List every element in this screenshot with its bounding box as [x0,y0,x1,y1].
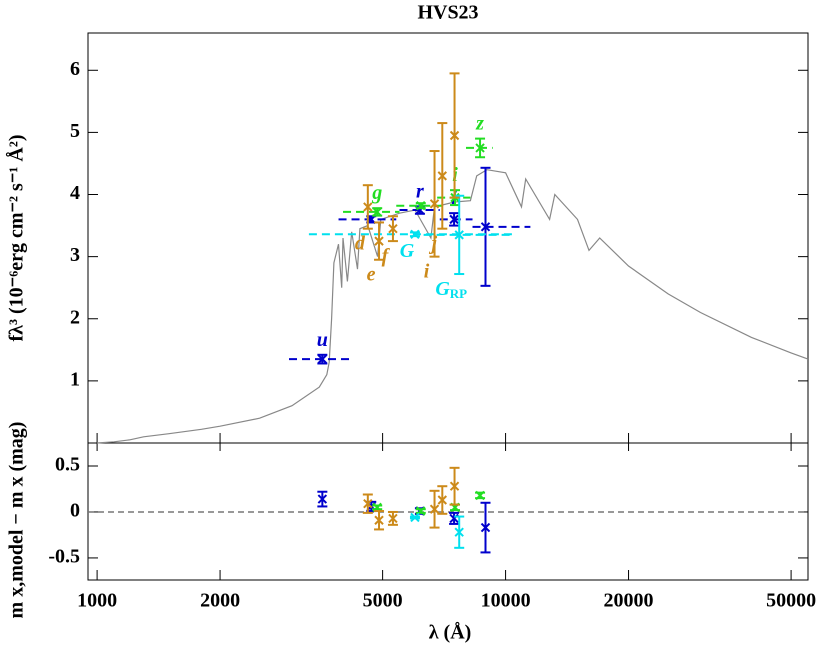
marker [388,223,398,234]
marker-stroke [437,171,448,181]
marker-stroke [454,527,464,537]
point-label: f [382,245,391,267]
marker [437,171,448,181]
marker-stroke [416,200,426,211]
marker [454,230,464,240]
marker [429,199,440,209]
marker-stroke [410,229,420,239]
model-spectrum [97,169,809,444]
marker-stroke [363,202,373,212]
marker-stroke [374,236,384,246]
point-label-text: G [435,278,450,300]
marker-stroke [317,354,328,364]
marker [374,515,384,525]
point-label: d [355,232,366,254]
marker [475,143,485,153]
marker-stroke [475,143,485,153]
point-label-text: G [400,240,415,262]
resid-tick-label: 0.5 [55,454,80,476]
marker [317,354,328,364]
point-label-text: i [424,260,430,282]
point-label: r [416,180,424,202]
resid-axis-label: m x,model − m x (mag) [6,422,28,619]
point-label-text: u [317,328,328,350]
x-tick-label: 10000 [481,590,531,612]
marker [449,214,459,225]
marker-stroke [449,214,459,225]
marker [372,502,382,513]
y-tick-label: 6 [70,58,80,80]
resid-tick-label: 0 [70,500,80,522]
marker [437,495,448,505]
marker [429,504,440,514]
marker-stroke [437,495,448,505]
marker-stroke [374,515,384,525]
marker-stroke [449,130,460,141]
marker [317,494,328,504]
marker-stroke [480,522,491,533]
marker-stroke [363,498,373,509]
y-tick-label: 1 [70,368,80,390]
y-axis-label: fλ³ (10⁻⁶erg cm⁻² s⁻¹ Å²) [5,135,28,342]
x-tick-label: 2000 [200,590,240,612]
y-tick-label: 2 [70,306,80,328]
marker [480,522,491,533]
point-label: i [424,260,430,282]
marker [410,512,420,523]
marker-stroke [429,504,440,514]
point-label: g [371,182,382,204]
marker-stroke [372,207,382,217]
marker-stroke [317,494,328,504]
point-label: z [475,112,484,134]
resid-tick-label: -0.5 [48,546,80,568]
marker [388,513,398,524]
point-label: e [367,263,376,285]
marker-stroke [475,490,485,501]
marker-stroke [429,199,440,209]
marker-stroke [480,222,491,232]
marker [449,130,460,141]
marker [363,498,373,509]
point-label-text: g [371,182,382,204]
point-label: u [317,328,328,350]
marker-stroke [388,513,398,524]
point-label: j [429,232,438,254]
marker-stroke [449,481,460,491]
point-label-text: r [416,180,424,202]
point-label-text: d [355,232,366,254]
marker [454,527,464,537]
marker-stroke [372,502,382,513]
point-label-sub: RP [450,286,467,301]
x-tick-label: 1000 [77,590,117,612]
point-label: GRP [435,278,467,301]
y-tick-label: 3 [70,244,80,266]
marker [449,481,460,491]
frame [87,32,809,581]
marker-stroke [388,223,398,234]
marker [416,200,426,211]
marker [480,222,491,232]
x-axis-label: λ (Å) [429,621,472,644]
point-label-text: f [382,245,391,267]
y-tick-label: 5 [70,120,80,142]
y-tick-label: 4 [70,182,80,204]
point-label-text: e [367,263,376,285]
point-label-text: j [429,232,438,254]
marker [475,490,485,501]
chart-title: HVS23 [417,2,478,24]
marker-stroke [454,230,464,240]
x-tick-label: 5000 [363,590,403,612]
marker-stroke [410,512,420,523]
point-label-text: z [475,112,484,134]
x-tick-label: 20000 [604,590,654,612]
marker [363,202,373,212]
point-label: G [400,240,415,262]
marker [410,229,420,239]
x-tick-label: 50000 [766,590,816,612]
marker [374,236,384,246]
marker [372,207,382,217]
